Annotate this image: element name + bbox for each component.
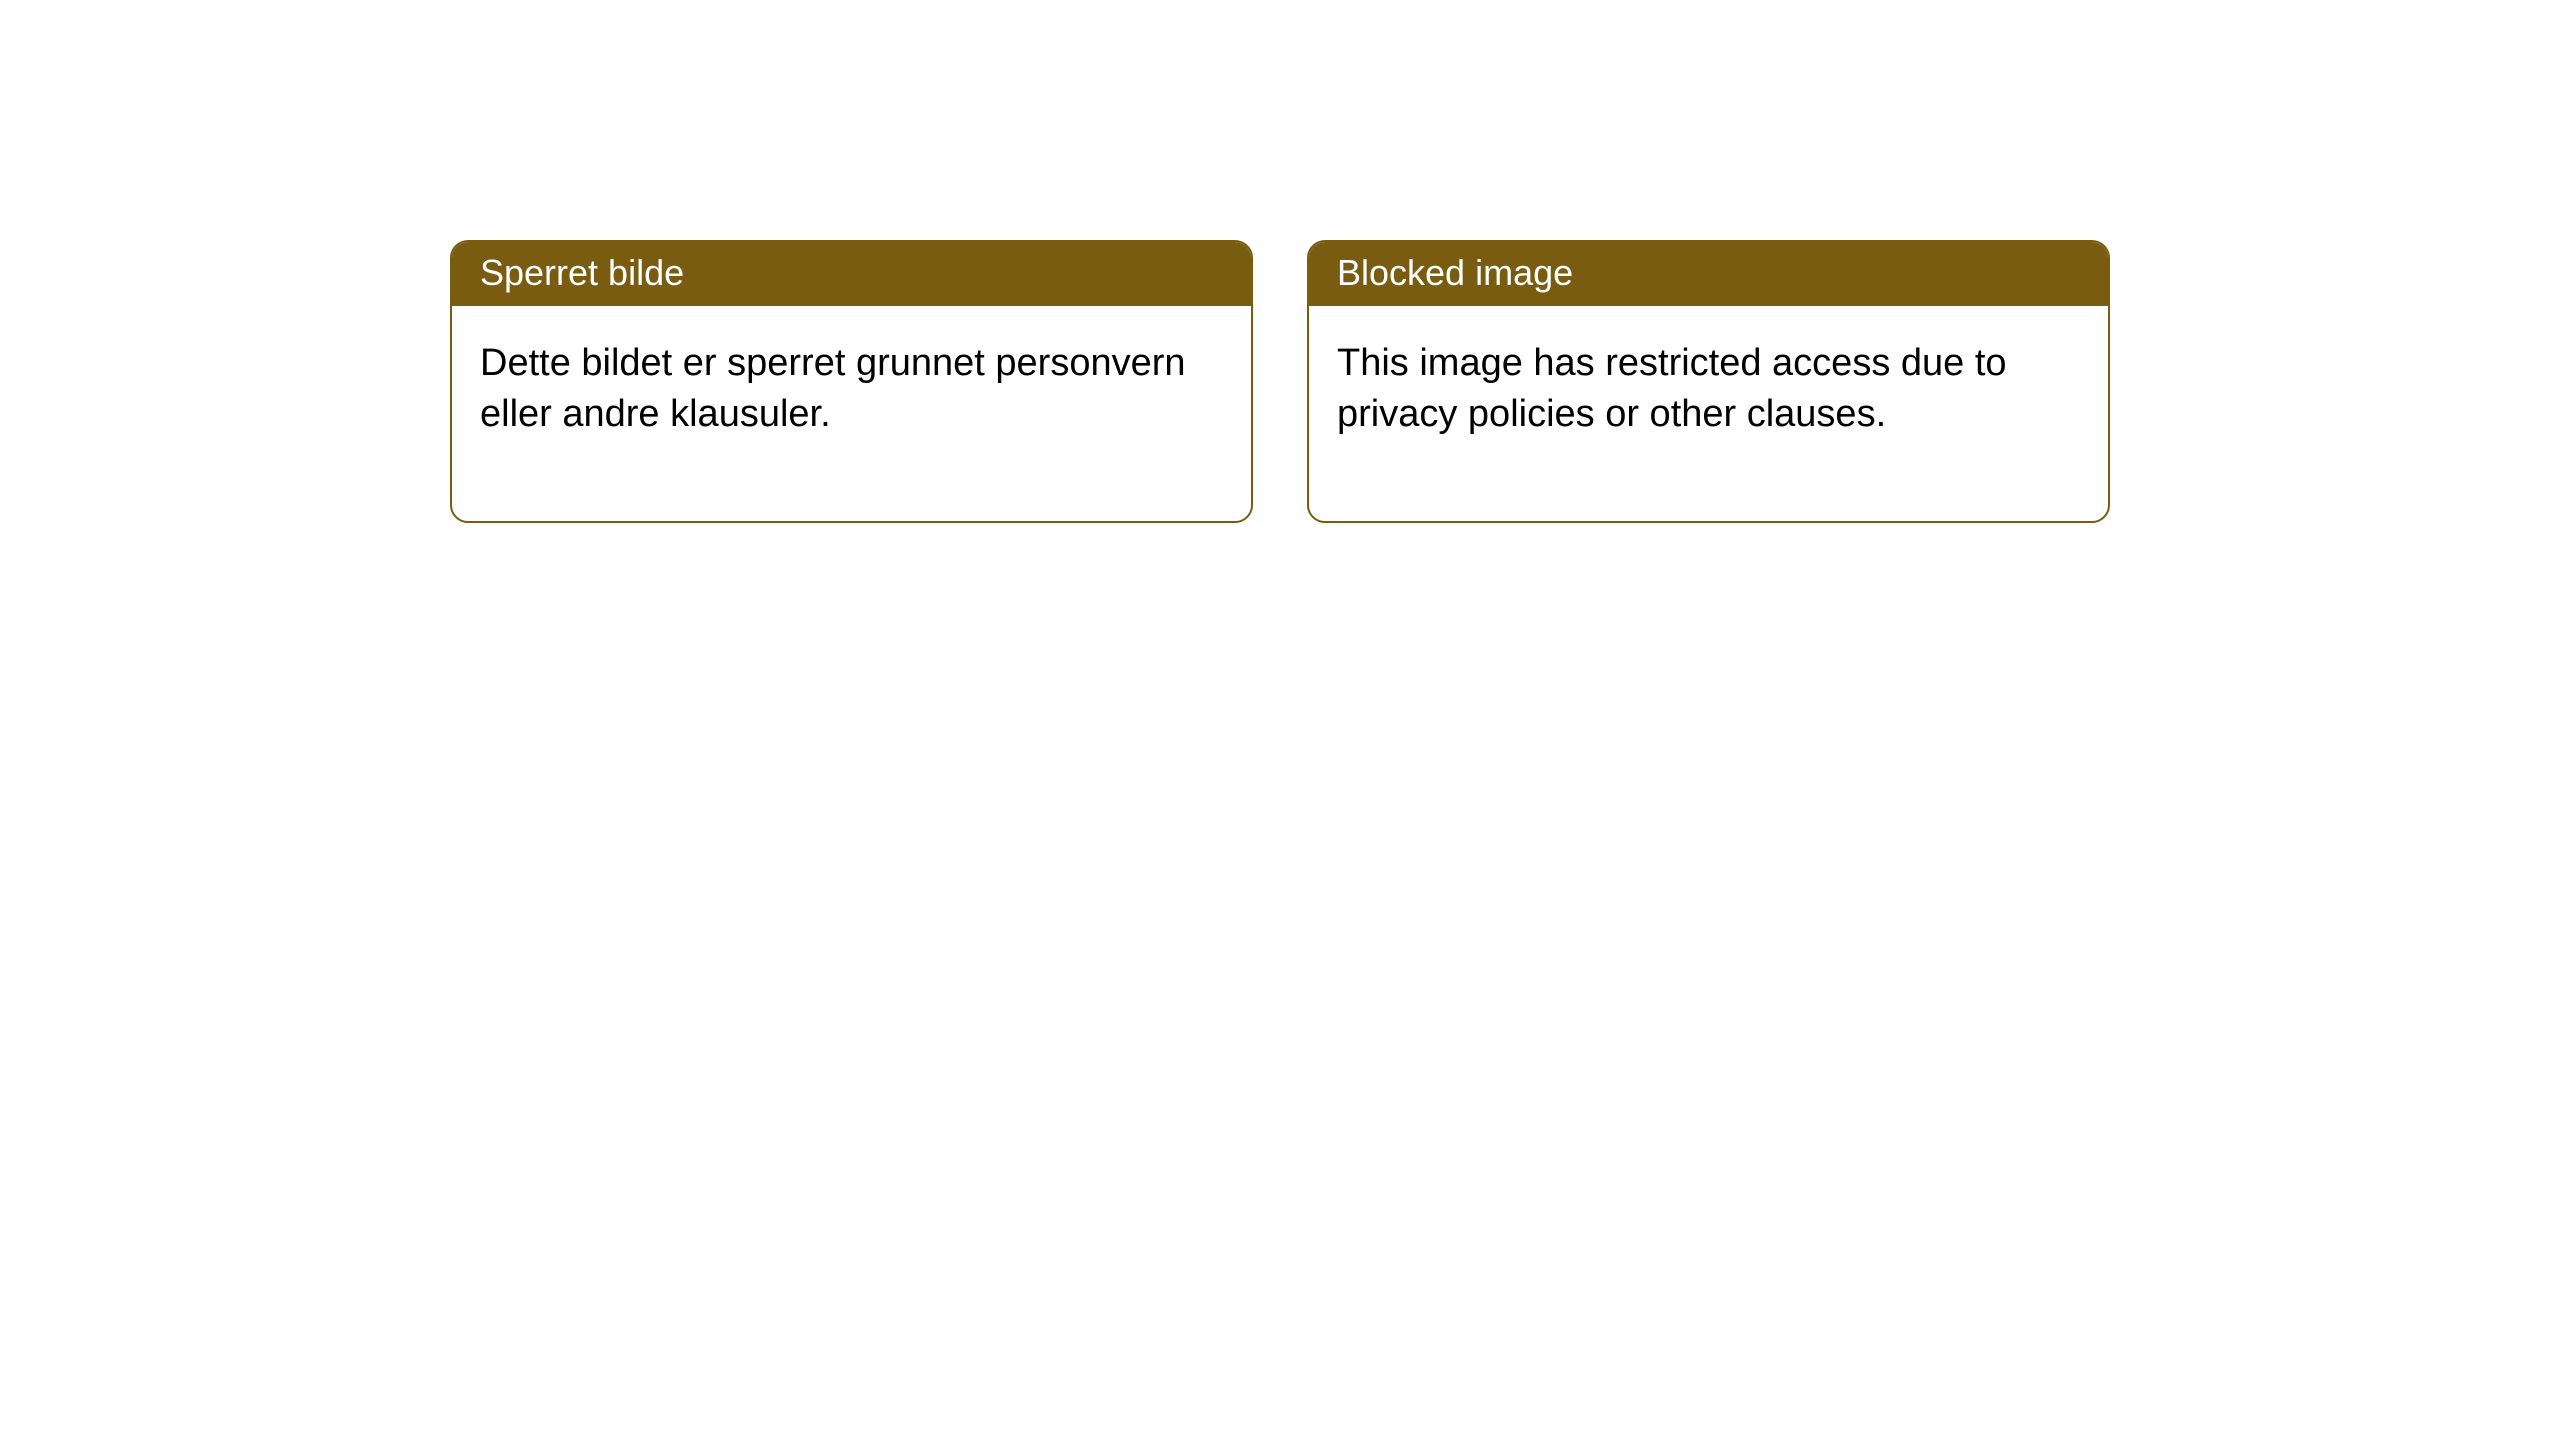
notice-header-en: Blocked image	[1309, 242, 2108, 306]
notice-box-no: Sperret bilde Dette bildet er sperret gr…	[450, 240, 1253, 523]
notices-container: Sperret bilde Dette bildet er sperret gr…	[450, 240, 2110, 523]
notice-box-en: Blocked image This image has restricted …	[1307, 240, 2110, 523]
notice-body-en: This image has restricted access due to …	[1309, 306, 2108, 521]
notice-body-no: Dette bildet er sperret grunnet personve…	[452, 306, 1251, 521]
notice-header-no: Sperret bilde	[452, 242, 1251, 306]
